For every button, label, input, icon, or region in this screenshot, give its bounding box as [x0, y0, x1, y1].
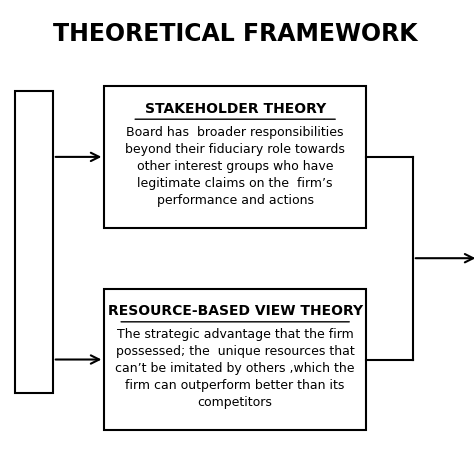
- Text: STAKEHOLDER THEORY: STAKEHOLDER THEORY: [145, 102, 326, 116]
- FancyBboxPatch shape: [104, 86, 366, 228]
- Text: The strategic advantage that the firm
possessed; the  unique resources that
can’: The strategic advantage that the firm po…: [115, 328, 355, 410]
- FancyBboxPatch shape: [104, 289, 366, 430]
- Text: THEORETICAL FRAMEWORK: THEORETICAL FRAMEWORK: [53, 22, 418, 46]
- FancyBboxPatch shape: [16, 91, 53, 392]
- Text: RESOURCE-BASED VIEW THEORY: RESOURCE-BASED VIEW THEORY: [108, 304, 363, 319]
- Text: Board has  broader responsibilities
beyond their fiduciary role towards
other in: Board has broader responsibilities beyon…: [125, 126, 345, 207]
